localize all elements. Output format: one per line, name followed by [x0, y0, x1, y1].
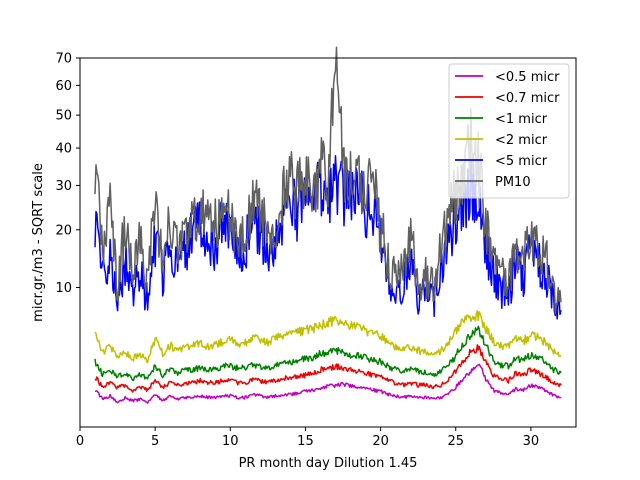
- legend-label: <0.7 micr: [495, 91, 560, 106]
- x-tick-label: 5: [151, 434, 159, 449]
- y-axis-ticks: 10 20 30 40 50 60 70: [55, 52, 80, 296]
- y-tick-label: 60: [55, 79, 72, 94]
- plot-lines: [94, 46, 562, 404]
- y-tick-label: 70: [55, 52, 72, 67]
- y-tick-label: 20: [55, 223, 72, 238]
- x-tick-label: 0: [76, 434, 84, 449]
- series-line-5: [94, 46, 562, 315]
- plot-frame: [79, 57, 577, 428]
- legend-label: <0.5 micr: [495, 70, 560, 85]
- y-tick-label: 50: [55, 109, 72, 124]
- x-axis-title: PR month day Dilution 1.45: [239, 456, 418, 471]
- series-line-2: [94, 325, 562, 382]
- series-line-3: [94, 310, 562, 364]
- x-tick-label: 30: [523, 434, 540, 449]
- x-tick-label: 25: [447, 434, 464, 449]
- y-tick-label: 10: [55, 281, 72, 296]
- y-axis-title: micr.gr./m3 - SQRT scale: [31, 163, 46, 322]
- y-tick-label: 40: [55, 142, 72, 157]
- x-axis-ticks: 0 5 10 15 20 25 30: [76, 427, 539, 449]
- x-tick-label: 15: [297, 434, 314, 449]
- x-tick-label: 10: [222, 434, 239, 449]
- series-line-0: [94, 363, 562, 404]
- x-tick-label: 20: [372, 434, 389, 449]
- series-line-1: [94, 344, 562, 393]
- legend-label: <2 micr: [495, 133, 548, 148]
- y-tick-label: 30: [55, 179, 72, 194]
- legend-label: PM10: [495, 175, 531, 190]
- legend: <0.5 micr <0.7 micr <1 micr <2 micr <5 micr P…: [448, 63, 570, 199]
- legend-label: <5 micr: [495, 154, 548, 169]
- legend-label: <1 micr: [495, 112, 548, 127]
